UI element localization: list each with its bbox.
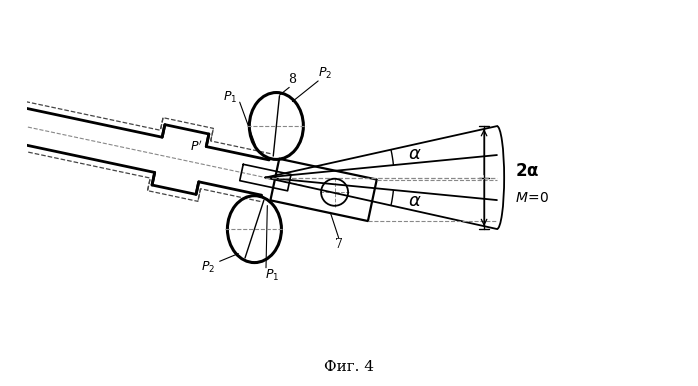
- Text: $P_2$: $P_2$: [318, 66, 332, 81]
- Text: $P_2$: $P_2$: [201, 260, 215, 275]
- Text: $P_1$: $P_1$: [265, 268, 280, 283]
- Text: $\alpha$: $\alpha$: [408, 192, 422, 210]
- Text: $\alpha$: $\alpha$: [408, 145, 422, 163]
- Text: $P_1$: $P_1$: [223, 90, 237, 105]
- Text: $P'$: $P'$: [190, 139, 202, 154]
- Text: $M\!=\!0$: $M\!=\!0$: [515, 191, 549, 205]
- Text: 8: 8: [288, 73, 297, 86]
- Text: Фиг. 4: Фиг. 4: [324, 361, 374, 374]
- Text: 7: 7: [334, 238, 343, 251]
- Text: $\mathbf{2\alpha}$: $\mathbf{2\alpha}$: [515, 163, 539, 179]
